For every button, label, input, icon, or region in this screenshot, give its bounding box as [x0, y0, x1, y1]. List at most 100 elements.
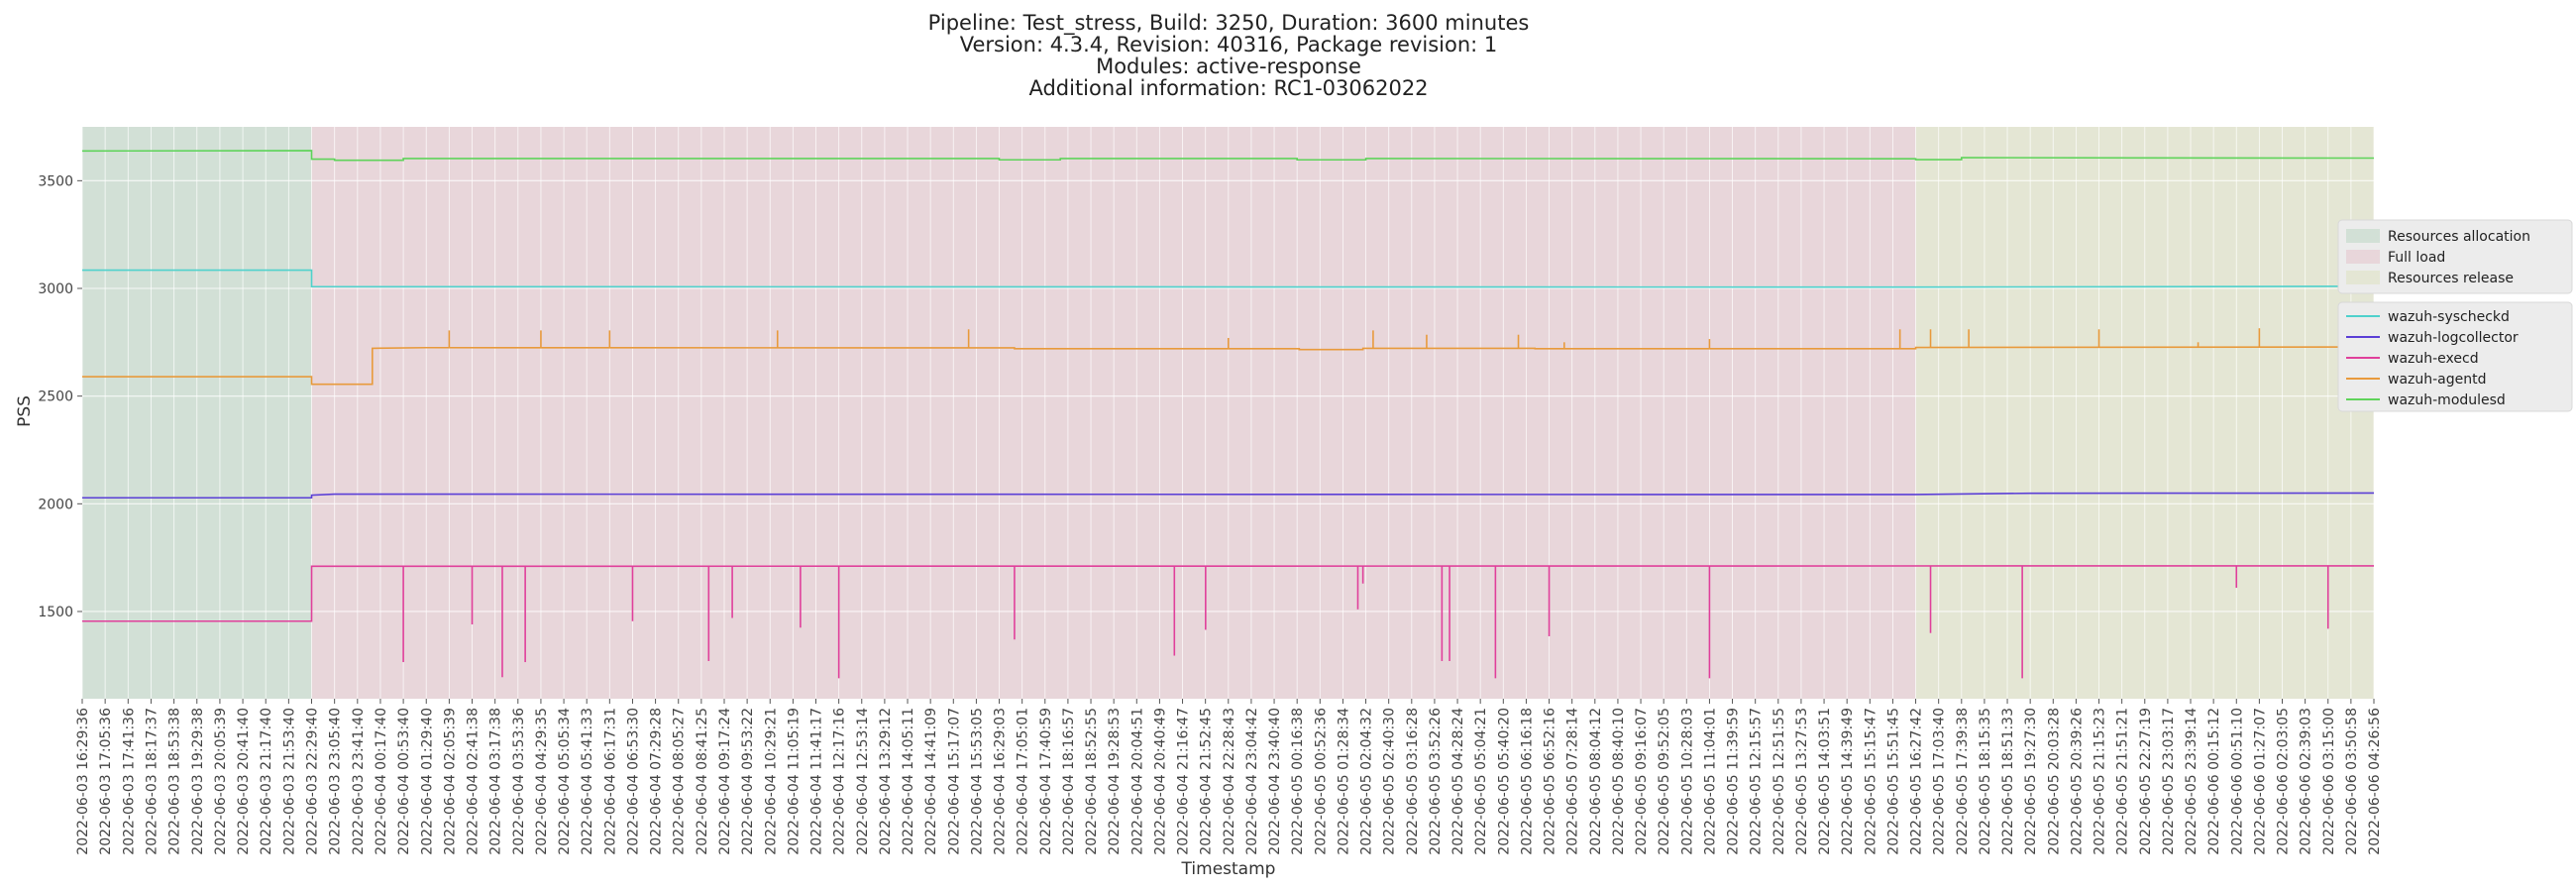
legend-label: Full load	[2388, 250, 2445, 266]
x-tick-label: 2022-06-06 04:26:56	[2367, 708, 2383, 855]
y-tick-label: 1500	[38, 605, 73, 620]
legend-swatch	[2346, 229, 2380, 243]
series-line	[81, 150, 2375, 162]
x-tick-label: 2022-06-05 08:40:10	[1611, 708, 1627, 855]
x-tick-label: 2022-06-05 17:03:40	[1932, 708, 1948, 855]
legend-label: wazuh-syscheckd	[2388, 309, 2510, 325]
x-tick-label: 2022-06-06 01:27:07	[2252, 708, 2268, 855]
x-tick-label: 2022-06-05 04:28:24	[1450, 708, 1466, 855]
series-legend: wazuh-syscheckd wazuh-logcollector wazuh-e…	[2337, 301, 2573, 412]
x-tick-label: 2022-06-05 03:16:28	[1405, 708, 1421, 855]
x-tick-label: 2022-06-06 03:15:00	[2321, 708, 2337, 855]
x-tick-label: 2022-06-05 20:03:28	[2046, 708, 2062, 855]
x-tick-label: 2022-06-04 20:04:51	[1129, 708, 1145, 855]
x-tick-label: 2022-06-04 09:53:22	[740, 708, 756, 855]
chart-title-line: Additional information: RC1-03062022	[1028, 76, 1428, 100]
x-tick-label: 2022-06-05 23:39:14	[2184, 708, 2200, 855]
x-tick-label: 2022-06-04 19:28:53	[1107, 708, 1123, 855]
x-tick-label: 2022-06-05 16:27:42	[1909, 708, 1925, 855]
x-tick-label: 2022-06-05 14:39:49	[1840, 708, 1856, 855]
x-tick-label: 2022-06-03 20:05:39	[213, 708, 229, 855]
x-tick-label: 2022-06-04 23:40:40	[1267, 708, 1283, 855]
x-tick-label: 2022-06-04 15:17:07	[946, 708, 962, 855]
x-tick-label: 2022-06-04 17:05:01	[1016, 708, 1031, 855]
x-tick-label: 2022-06-05 06:16:18	[1519, 708, 1535, 855]
x-tick-label: 2022-06-03 16:29:36	[75, 708, 91, 855]
x-tick-label: 2022-06-04 22:28:43	[1222, 708, 1237, 855]
x-tick-label: 2022-06-04 18:16:57	[1061, 708, 1077, 855]
x-tick-label: 2022-06-04 11:05:19	[786, 708, 802, 855]
x-tick-label: 2022-06-04 17:40:59	[1038, 708, 1054, 855]
x-tick-label: 2022-06-05 01:28:34	[1336, 708, 1351, 855]
x-tick-label: 2022-06-06 00:51:10	[2229, 708, 2245, 855]
series-line	[82, 269, 2375, 288]
x-tick-label: 2022-06-03 21:53:40	[281, 708, 297, 855]
x-tick-label: 2022-06-05 15:15:47	[1863, 708, 1878, 855]
x-tick-label: 2022-06-05 17:39:38	[1955, 708, 1971, 855]
x-tick-label: 2022-06-04 03:17:38	[488, 708, 504, 855]
x-tick-label: 2022-06-04 03:53:36	[511, 708, 527, 855]
x-tick-label: 2022-06-05 03:52:26	[1428, 708, 1444, 855]
series-wazuh-syscheckd	[82, 269, 2375, 288]
x-tick-label: 2022-06-04 08:41:25	[695, 708, 710, 855]
x-tick-label: 2022-06-05 14:03:51	[1817, 708, 1833, 855]
legend-label: wazuh-agentd	[2388, 372, 2487, 388]
x-tick-label: 2022-06-05 06:52:16	[1543, 708, 1558, 855]
series-line	[82, 492, 2375, 500]
x-tick-label: 2022-06-04 14:05:11	[901, 708, 916, 855]
legend-label: wazuh-logcollector	[2388, 330, 2519, 346]
x-tick-label: 2022-06-04 18:52:55	[1084, 708, 1100, 855]
x-tick-label: 2022-06-05 20:39:26	[2069, 708, 2085, 855]
x-tick-label: 2022-06-04 23:04:42	[1244, 708, 1260, 855]
x-tick-label: 2022-06-04 09:17:24	[717, 708, 733, 855]
x-tick-label: 2022-06-05 19:27:30	[2023, 708, 2039, 855]
y-axis-label: PSS	[15, 395, 35, 427]
x-tick-label: 2022-06-05 22:27:19	[2138, 708, 2154, 855]
y-tick-label: 3500	[38, 173, 73, 189]
x-tick-label: 2022-06-06 02:39:03	[2299, 708, 2314, 855]
x-tick-label: 2022-06-04 01:29:40	[419, 708, 435, 855]
x-tick-label: 2022-06-05 00:52:36	[1313, 708, 1329, 855]
legend-label: wazuh-execd	[2388, 351, 2479, 367]
x-tick-label: 2022-06-05 10:28:03	[1679, 708, 1695, 855]
x-tick-label: 2022-06-04 13:29:12	[878, 708, 894, 855]
x-tick-label: 2022-06-04 12:53:14	[855, 708, 871, 855]
x-tick-label: 2022-06-03 18:53:38	[167, 708, 183, 855]
x-tick-label: 2022-06-04 02:41:38	[466, 708, 482, 855]
x-tick-label: 2022-06-03 22:29:40	[305, 708, 321, 855]
x-tick-label: 2022-06-06 00:15:12	[2206, 708, 2222, 855]
chart-title: Pipeline: Test_stress, Build: 3250, Dura…	[928, 11, 1530, 100]
y-tick-label: 2000	[38, 497, 73, 512]
x-axis-label: Timestamp	[1181, 859, 1276, 879]
x-tick-label: 2022-06-04 21:16:47	[1176, 708, 1192, 855]
chart-title-line: Modules: active-response	[1096, 55, 1361, 78]
x-tick-label: 2022-06-04 08:05:27	[672, 708, 688, 855]
x-tick-label: 2022-06-05 21:51:21	[2115, 708, 2131, 855]
x-tick-label: 2022-06-04 06:53:30	[625, 708, 641, 855]
x-tick-label: 2022-06-03 20:41:40	[236, 708, 252, 855]
x-tick-label: 2022-06-04 21:52:45	[1199, 708, 1215, 855]
series-wazuh-logcollector	[82, 492, 2375, 500]
x-tick-label: 2022-06-05 11:39:59	[1726, 708, 1742, 855]
x-tick-label: 2022-06-05 13:27:53	[1794, 708, 1810, 855]
x-tick-label: 2022-06-05 02:40:30	[1382, 708, 1398, 855]
x-tick-label: 2022-06-05 15:51:45	[1885, 708, 1901, 855]
x-tick-label: 2022-06-03 23:41:40	[351, 708, 367, 855]
x-tick-label: 2022-06-04 05:05:34	[557, 708, 573, 855]
x-tick-label: 2022-06-04 04:29:35	[534, 708, 550, 855]
x-tick-label: 2022-06-05 12:51:55	[1771, 708, 1787, 855]
x-tick-label: 2022-06-03 18:17:37	[144, 708, 160, 855]
x-tick-label: 2022-06-05 07:28:14	[1565, 708, 1581, 855]
x-tick-label: 2022-06-04 16:29:03	[993, 708, 1009, 855]
x-tick-label: 2022-06-05 18:15:35	[1978, 708, 1993, 855]
series-wazuh-agentd	[82, 328, 2375, 386]
legend-frame	[2337, 219, 2573, 294]
x-tick-label: 2022-06-03 21:17:40	[259, 708, 274, 855]
x-tick-label: 2022-06-05 11:04:01	[1702, 708, 1718, 855]
x-tick-label: 2022-06-04 15:53:05	[969, 708, 985, 855]
series-line	[82, 565, 2375, 622]
x-tick-label: 2022-06-05 08:04:12	[1588, 708, 1604, 855]
x-tick-label: 2022-06-04 05:41:33	[580, 708, 595, 855]
series-line	[82, 346, 2375, 386]
